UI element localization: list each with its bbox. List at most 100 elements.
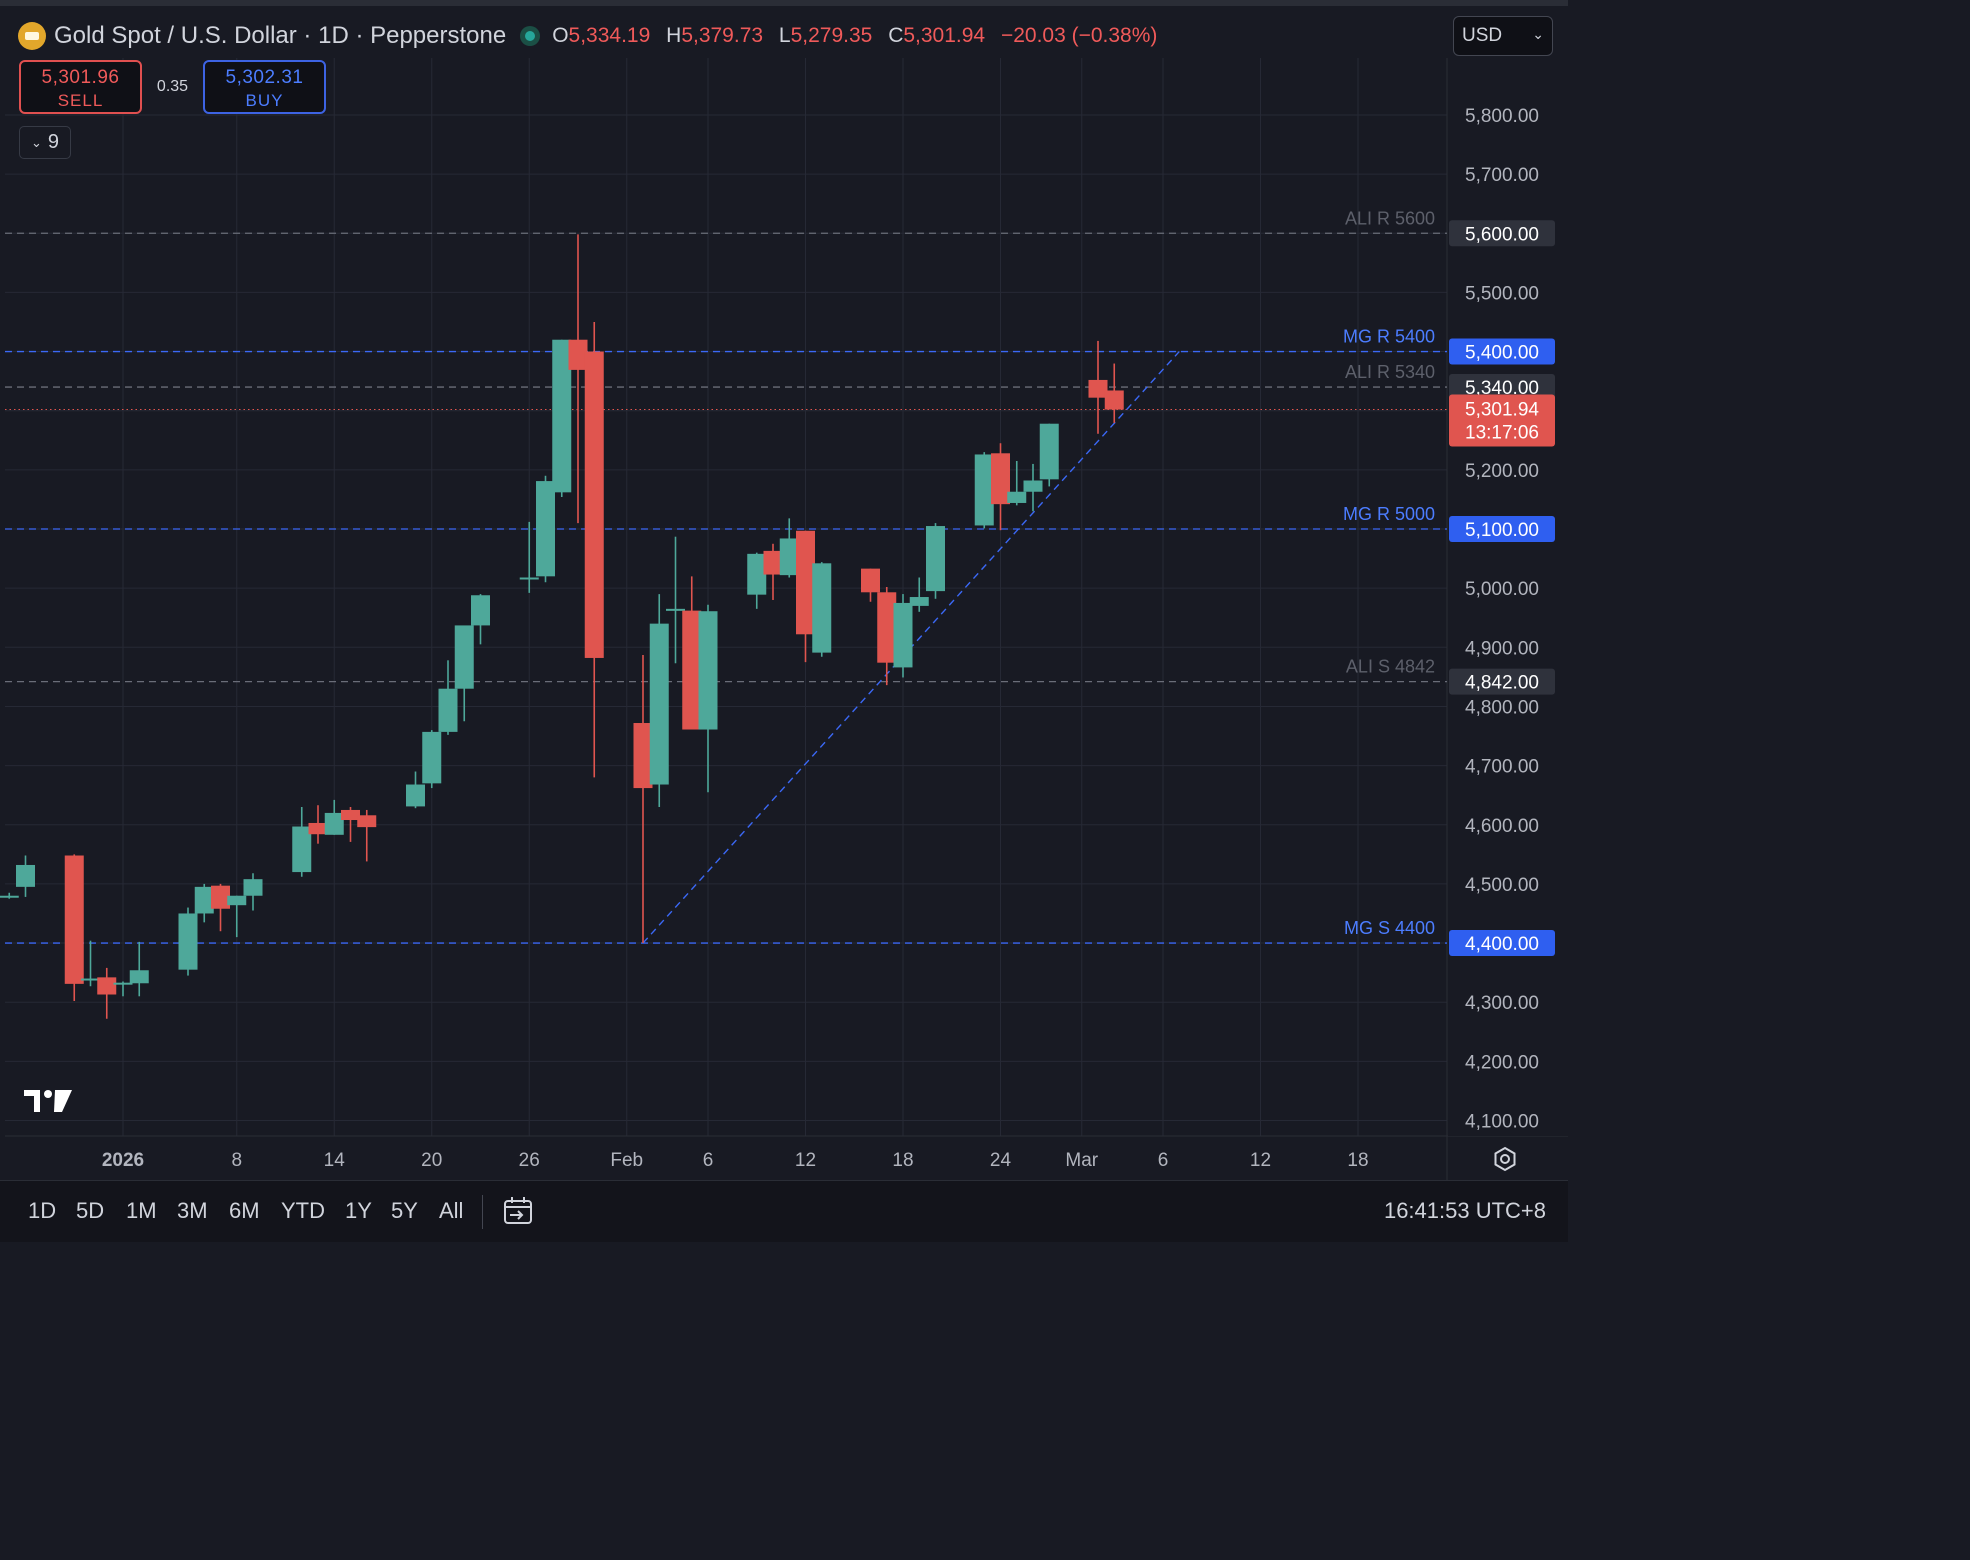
price-axis-badge-label: 5,400.00 [1465, 343, 1539, 364]
candle [454, 625, 474, 722]
candle-body [308, 822, 328, 835]
candle [536, 475, 555, 583]
timeframe-5d-button[interactable]: 5D [76, 1198, 105, 1223]
timeframe-3m-button[interactable]: 3M [177, 1198, 208, 1223]
y-tick-label: 4,200.00 [1465, 1052, 1539, 1073]
candle-body [292, 826, 312, 873]
chart-window: ALI R 5600 MG R 5400 ALI R 5340 MG R 5000 AL… [0, 0, 1568, 1229]
candle-body [1007, 491, 1027, 503]
candle-body [568, 339, 588, 370]
close-value: 5,301.94 [903, 24, 986, 47]
clock-readout[interactable]: 16:41:53 UTC+8 [1383, 1198, 1546, 1223]
candle-body [812, 563, 832, 653]
candle [211, 883, 230, 932]
timeframe-6m-button[interactable]: 6M [229, 1198, 260, 1223]
candle [1039, 423, 1059, 487]
level-label: MG R 5400 [1343, 327, 1435, 347]
indicators-toggle[interactable]: ⌄ 9 [19, 126, 71, 159]
market-status-icon[interactable] [520, 26, 541, 46]
y-tick-label: 4,300.00 [1465, 993, 1539, 1014]
high-value: 5,379.73 [681, 24, 764, 47]
price-axis-badge [1449, 516, 1555, 542]
level-label: ALI S 4842 [1346, 657, 1435, 677]
currency-value: USD [1462, 25, 1503, 46]
plot-area [5, 58, 1447, 1136]
candle-body [861, 568, 880, 593]
candle [909, 577, 929, 612]
candle-body [113, 982, 133, 985]
toolbar-divider [482, 1195, 483, 1229]
candle [649, 594, 669, 808]
y-tick-label: 5,800.00 [1465, 106, 1539, 127]
level-label: MG R 5000 [1343, 504, 1435, 524]
candle [0, 892, 19, 899]
spread-value: 0.35 [156, 78, 189, 95]
candle-body [877, 592, 897, 663]
candle-body [682, 610, 702, 730]
candle-body [1023, 480, 1043, 492]
candle [861, 568, 880, 602]
x-tick-label: Mar [1065, 1150, 1098, 1171]
candle-body [1088, 379, 1108, 398]
candle-body [974, 454, 994, 526]
timeframe-all-button[interactable]: All [439, 1198, 464, 1223]
date-range-icon[interactable] [502, 1195, 534, 1227]
candle [877, 586, 897, 686]
buy-button[interactable]: 5,302.31 BUY [203, 60, 326, 114]
price-axis-badge [1449, 374, 1555, 401]
candle [812, 562, 832, 657]
candle-body [649, 623, 669, 785]
price-axis-badge-label: 5,340.00 [1465, 378, 1539, 399]
timeframe-1d-button[interactable]: 1D [28, 1198, 57, 1223]
x-tick-label: 12 [1250, 1150, 1271, 1171]
timeframe-5y-button[interactable]: 5Y [391, 1198, 418, 1223]
candle [178, 907, 198, 976]
candle-body [519, 577, 539, 580]
candle [796, 530, 815, 663]
y-tick-label: 4,800.00 [1465, 697, 1539, 718]
candle-body [194, 886, 214, 914]
tradingview-logo-icon [24, 1090, 72, 1112]
candle-body [779, 538, 799, 576]
price-chart[interactable]: ALI R 5600 MG R 5400 ALI R 5340 MG R 5000 AL… [0, 0, 1568, 1180]
candle [633, 654, 653, 944]
timeframe-1y-button[interactable]: 1Y [345, 1198, 372, 1223]
price-axis-badge-label: 5,600.00 [1465, 224, 1539, 245]
sell-button[interactable]: 5,301.96 SELL [19, 60, 142, 114]
candle-body [536, 481, 555, 577]
close-label: C [888, 24, 904, 47]
current-price-badge [1449, 394, 1555, 447]
low-value: 5,279.35 [790, 24, 873, 47]
candle-body [357, 815, 377, 828]
candle [779, 518, 799, 578]
candle-body [0, 895, 19, 898]
candle [1088, 340, 1108, 434]
x-tick-label: 14 [324, 1150, 346, 1171]
candle [422, 730, 442, 789]
change-value: −20.03 (−0.38%) [1000, 24, 1158, 47]
candle-body [324, 812, 344, 835]
candle [974, 452, 994, 529]
timeframe-ytd-button[interactable]: YTD [281, 1198, 325, 1223]
candle-body [763, 550, 783, 575]
currency-select[interactable]: USD ⌄ [1453, 16, 1553, 56]
candle [357, 809, 377, 862]
chevron-down-icon: ⌄ [30, 134, 42, 150]
y-tick-label: 5,500.00 [1465, 283, 1539, 304]
candle [81, 940, 100, 987]
candle-body [341, 809, 360, 821]
candle [552, 339, 572, 498]
timeframe-1m-button[interactable]: 1M [126, 1198, 157, 1223]
price-axis-badge-label: 4,400.00 [1465, 934, 1539, 955]
symbol-header: Gold Spot / U.S. Dollar · 1D · Peppersto… [18, 18, 1167, 54]
candle-body [1039, 423, 1059, 480]
current-price-label: 5,301.94 [1465, 400, 1539, 421]
candle [16, 855, 35, 897]
candle [243, 873, 263, 911]
candle-body [471, 595, 490, 626]
settings-icon[interactable] [1490, 1144, 1520, 1174]
y-tick-label: 5,000.00 [1465, 579, 1539, 600]
symbol-title[interactable]: Gold Spot / U.S. Dollar · 1D · Peppersto… [54, 22, 507, 49]
candle [568, 234, 588, 524]
high-label: H [666, 24, 682, 47]
